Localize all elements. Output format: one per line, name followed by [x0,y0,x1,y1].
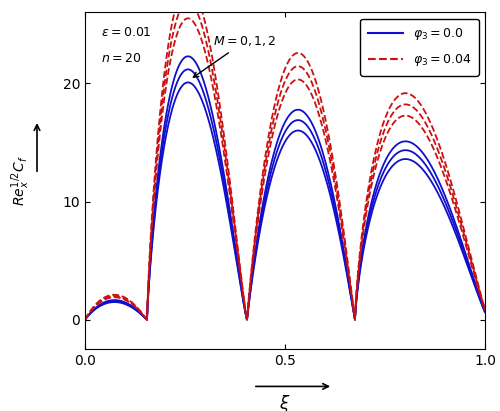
Text: $\varepsilon = 0.01$: $\varepsilon = 0.01$ [101,26,152,39]
Legend: $\varphi_3 = 0.0$, $\varphi_3 = 0.04$: $\varphi_3 = 0.0$, $\varphi_3 = 0.04$ [360,18,479,76]
Text: $Re_x^{1/2}C_f$: $Re_x^{1/2}C_f$ [10,155,32,206]
Text: $\xi$: $\xi$ [280,393,290,411]
Text: $n = 20$: $n = 20$ [101,52,141,65]
Text: $M = 0, 1, 2$: $M = 0, 1, 2$ [194,35,276,77]
